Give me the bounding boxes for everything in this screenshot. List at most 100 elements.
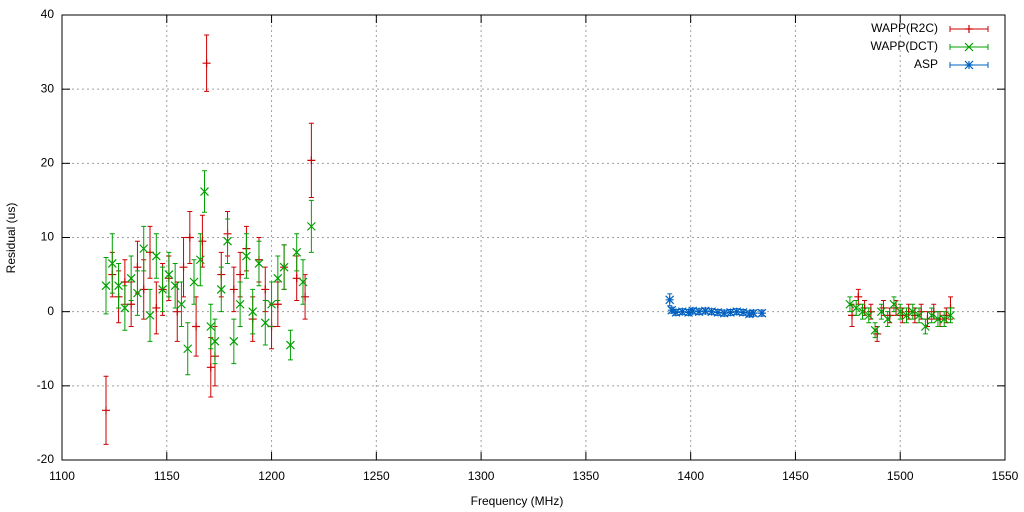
marker: [120, 303, 130, 313]
x-tick-label: 1250: [363, 469, 390, 483]
marker: [885, 311, 894, 320]
marker: [879, 303, 888, 312]
marker: [889, 299, 899, 309]
marker: [927, 310, 937, 320]
marker: [285, 340, 295, 350]
marker: [114, 281, 124, 291]
marker: [183, 344, 193, 354]
marker: [757, 308, 767, 318]
x-tick-label: 1150: [154, 469, 180, 483]
marker: [241, 251, 251, 261]
marker: [939, 314, 949, 324]
marker: [845, 299, 855, 309]
x-axis-label: Frequency (MHz): [471, 494, 564, 508]
marker: [198, 237, 207, 246]
marker: [904, 307, 913, 316]
marker: [910, 311, 919, 320]
marker: [854, 292, 863, 301]
x-tick-label: 1400: [677, 469, 704, 483]
marker: [151, 251, 161, 261]
marker: [895, 307, 905, 317]
marker: [684, 307, 693, 317]
marker: [101, 281, 111, 291]
y-tick-label: 10: [41, 230, 55, 244]
marker: [223, 236, 232, 246]
marker: [261, 285, 270, 294]
marker: [965, 25, 973, 33]
legend-label: WAPP(R2C): [871, 21, 938, 35]
marker: [749, 308, 758, 318]
marker: [177, 299, 186, 309]
marker: [864, 310, 874, 320]
x-tick-label: 1500: [887, 469, 914, 483]
marker: [866, 307, 875, 316]
marker: [273, 273, 283, 283]
marker: [671, 307, 681, 317]
marker: [170, 281, 180, 291]
marker: [189, 277, 199, 287]
marker: [152, 303, 161, 312]
y-tick-label: -10: [37, 378, 55, 392]
marker: [179, 263, 188, 272]
marker: [700, 306, 710, 316]
marker: [202, 59, 211, 68]
y-tick-label: 30: [41, 81, 55, 95]
marker: [858, 307, 867, 317]
marker: [229, 336, 239, 346]
x-tick-label: 1550: [992, 469, 1019, 483]
x-tick-label: 1200: [258, 469, 285, 483]
marker: [102, 406, 111, 415]
marker: [307, 156, 316, 165]
x-tick-label: 1450: [782, 469, 809, 483]
marker: [665, 295, 675, 305]
marker: [133, 263, 142, 272]
marker: [145, 310, 155, 320]
marker: [726, 307, 735, 317]
marker: [688, 306, 698, 316]
y-tick-label: 40: [41, 7, 55, 21]
marker: [898, 311, 907, 320]
marker: [200, 187, 209, 196]
marker: [107, 259, 117, 268]
marker: [694, 307, 704, 317]
y-tick-label: -20: [37, 452, 55, 466]
x-tick-label: 1300: [468, 469, 495, 483]
marker: [254, 259, 264, 268]
marker: [908, 307, 918, 317]
marker: [210, 336, 220, 346]
y-axis-label: Residual (us): [4, 203, 18, 274]
legend-label: WAPP(DCT): [870, 39, 938, 53]
marker: [744, 309, 754, 319]
marker: [964, 60, 974, 70]
marker: [306, 221, 316, 231]
plot-frame: [61, 14, 1006, 461]
marker: [139, 244, 149, 254]
marker: [292, 247, 302, 257]
marker: [732, 307, 742, 317]
marker: [267, 299, 276, 309]
marker: [667, 305, 677, 315]
marker: [260, 318, 270, 328]
marker: [279, 262, 289, 272]
marker: [942, 311, 951, 320]
marker: [236, 270, 245, 279]
x-tick-label: 1100: [49, 469, 75, 483]
marker: [920, 322, 930, 331]
marker: [964, 42, 974, 52]
marker: [126, 273, 136, 283]
marker: [133, 288, 142, 298]
marker: [216, 284, 226, 294]
marker: [158, 284, 168, 294]
marker: [195, 255, 205, 265]
marker: [173, 307, 182, 316]
marker: [870, 325, 880, 335]
marker: [164, 270, 174, 280]
marker: [677, 307, 687, 317]
marker: [235, 299, 245, 309]
marker: [902, 310, 911, 320]
marker: [914, 310, 924, 320]
marker: [229, 285, 238, 294]
marker: [185, 233, 194, 242]
marker: [851, 303, 861, 313]
